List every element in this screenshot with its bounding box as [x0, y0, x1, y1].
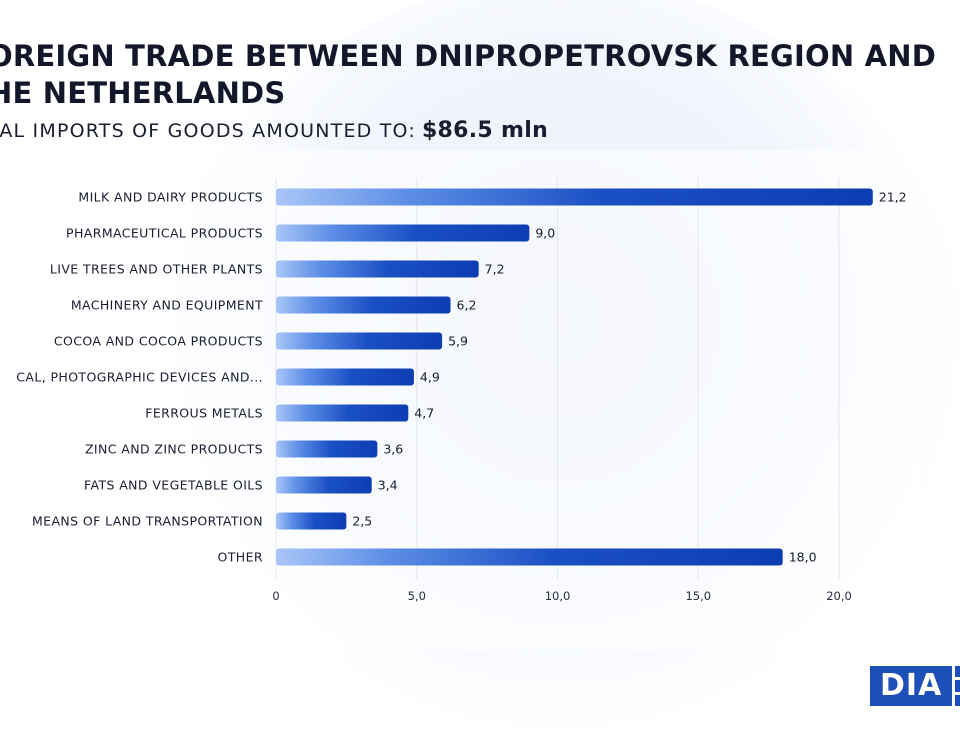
category-label: MILK AND DAIRY PRODUCTS: [78, 190, 263, 205]
value-label: 3,4: [378, 478, 398, 493]
category-label: FERROUS METALS: [145, 406, 263, 421]
logo-strip: [955, 666, 960, 706]
dia-logo: DIA: [870, 666, 960, 706]
value-label: 9,0: [535, 226, 555, 241]
bar: [276, 548, 783, 566]
category-labels: MILK AND DAIRY PRODUCTS PHARMACEUTICAL PR…: [16, 190, 263, 565]
logo-text: DIA: [870, 666, 953, 706]
x-tick-label: 20,0: [826, 589, 852, 603]
bars: [276, 188, 873, 566]
bar: [276, 260, 479, 278]
value-label: 5,9: [448, 334, 468, 349]
bar: [276, 188, 873, 206]
bar: [276, 296, 451, 314]
bar-chart: MILK AND DAIRY PRODUCTS PHARMACEUTICAL PR…: [16, 178, 907, 603]
category-label: MEANS OF LAND TRANSPORTATION: [32, 514, 263, 529]
x-tick-label: 10,0: [545, 589, 571, 603]
subtitle-label: TAL IMPORTS OF GOODS AMOUNTED TO:: [0, 120, 416, 142]
bar: [276, 224, 530, 242]
bar: [276, 440, 378, 458]
category-label: FATS AND VEGETABLE OILS: [84, 478, 263, 493]
x-tick-label: 5,0: [408, 589, 426, 603]
value-label: 2,5: [352, 514, 372, 529]
value-label: 3,6: [383, 442, 403, 457]
x-tick-label: 15,0: [685, 589, 711, 603]
category-label: PHARMACEUTICAL PRODUCTS: [66, 226, 263, 241]
x-tick-label: 0: [272, 589, 279, 603]
chart-subtitle: TAL IMPORTS OF GOODS AMOUNTED TO: $86.5 m…: [0, 118, 548, 143]
bar: [276, 332, 443, 350]
category-label: MACHINERY AND EQUIPMENT: [71, 298, 263, 313]
bar: [276, 368, 414, 386]
value-label: 4,9: [420, 370, 440, 385]
x-axis-ticks: 0 5,0 10,0 15,0 20,0: [272, 589, 851, 603]
value-labels: 21,2 9,0 7,2 6,2 5,9 4,9 4,7 3,6 3,4 2,5 18,0: [352, 190, 906, 565]
bar: [276, 476, 372, 494]
category-label: ZINC AND ZINC PRODUCTS: [85, 442, 263, 457]
chart-title: OREIGN TRADE BETWEEN DNIPROPETROVSK REGI…: [0, 39, 937, 110]
category-label: LIVE TREES AND OTHER PLANTS: [50, 262, 263, 277]
category-label: COCOA AND COCOA PRODUCTS: [54, 334, 263, 349]
bar: [276, 404, 409, 422]
value-label: 6,2: [457, 298, 477, 313]
value-label: 4,7: [414, 406, 434, 421]
bar: [276, 512, 347, 530]
value-label: 21,2: [879, 190, 907, 205]
value-label: 18,0: [789, 550, 817, 565]
subtitle-total: $86.5 mln: [421, 118, 549, 143]
category-label: OTHER: [218, 550, 263, 565]
value-label: 7,2: [485, 262, 505, 277]
category-label: CAL, PHOTOGRAPHIC DEVICES AND...: [16, 370, 263, 385]
